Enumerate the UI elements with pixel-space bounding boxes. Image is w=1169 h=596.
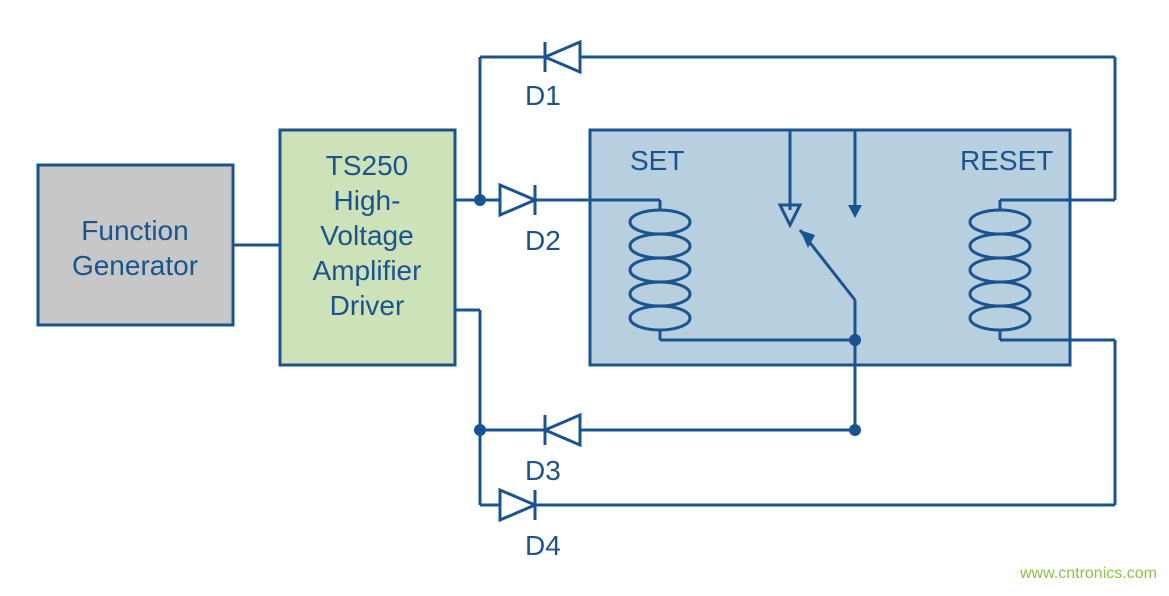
amplifier-label-1: TS250 [326,150,409,181]
watermark: www.cntronics.com [1020,565,1157,583]
function-generator-label-1: Function [81,215,188,246]
amplifier-label-2: High- [334,185,401,216]
amplifier-label-3: Voltage [320,220,413,251]
function-generator-label-2: Generator [72,250,198,281]
d4-label: D4 [525,530,561,561]
diode-d1 [540,42,580,72]
circuit-diagram: Function Generator TS250 High- Voltage A… [0,0,1169,596]
diode-d2 [500,185,540,215]
diode-d3 [540,415,580,445]
set-label: SET [630,145,684,176]
diode-d4 [500,490,540,520]
amplifier-label-4: Amplifier [313,255,422,286]
d2-label: D2 [525,225,561,256]
amplifier-label-5: Driver [330,290,405,321]
d3-label: D3 [525,455,561,486]
d1-label: D1 [525,80,561,111]
reset-label: RESET [960,145,1053,176]
